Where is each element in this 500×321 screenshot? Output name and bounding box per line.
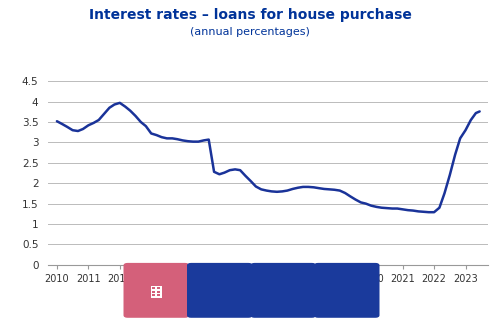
Text: (annual percentages): (annual percentages) xyxy=(190,27,310,37)
Text: Interest rates – loans for house purchase: Interest rates – loans for house purchas… xyxy=(88,8,411,22)
